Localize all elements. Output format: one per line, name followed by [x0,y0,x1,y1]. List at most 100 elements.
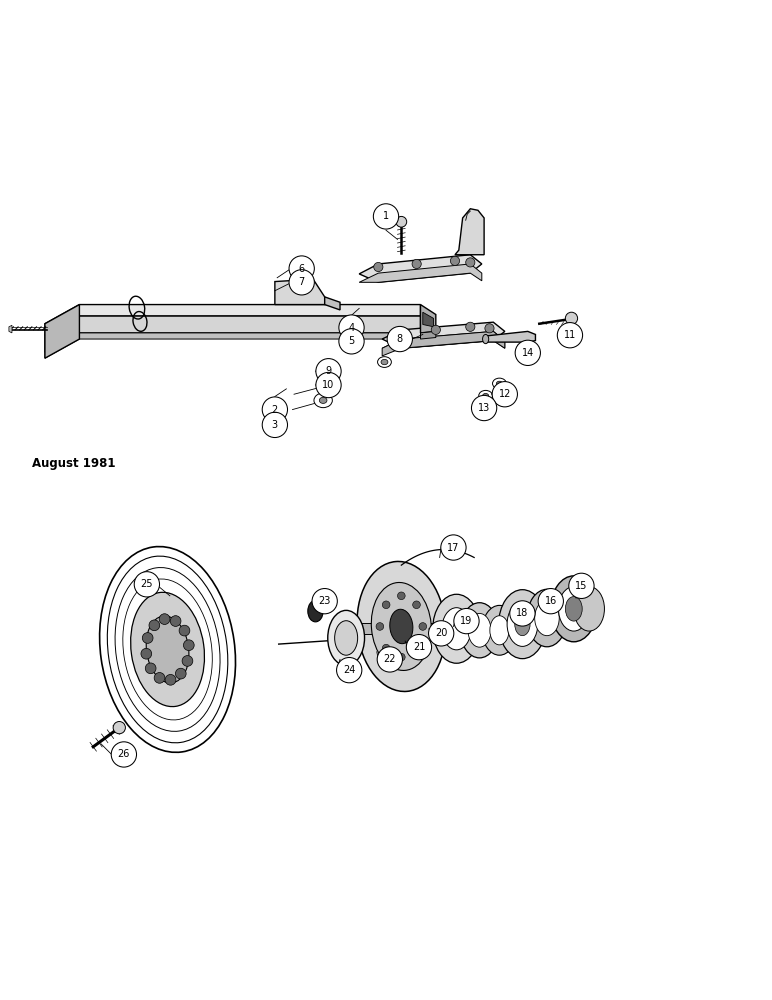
Circle shape [182,656,193,666]
Circle shape [339,315,364,340]
Text: 20: 20 [435,628,447,638]
Circle shape [569,573,594,598]
Polygon shape [357,623,445,634]
Text: 22: 22 [384,654,396,664]
Polygon shape [45,333,421,358]
Circle shape [406,635,432,660]
Text: 19: 19 [460,616,472,626]
Ellipse shape [482,334,489,344]
Circle shape [113,722,125,734]
Ellipse shape [565,597,582,621]
Circle shape [175,668,186,679]
Ellipse shape [320,397,327,403]
Circle shape [398,653,405,661]
Polygon shape [9,325,12,333]
Ellipse shape [558,587,589,631]
Circle shape [565,312,577,324]
Circle shape [376,623,384,630]
Polygon shape [421,305,436,333]
Circle shape [557,323,583,348]
Circle shape [316,359,341,384]
Ellipse shape [527,589,567,647]
Polygon shape [359,255,482,282]
Circle shape [454,608,479,634]
Polygon shape [423,312,434,327]
Polygon shape [275,279,325,305]
Text: 17: 17 [447,543,459,553]
Circle shape [165,674,176,685]
Polygon shape [325,297,340,310]
Circle shape [154,673,165,683]
Ellipse shape [308,600,323,622]
Ellipse shape [574,587,604,631]
Circle shape [450,256,459,265]
Circle shape [466,322,475,331]
Ellipse shape [482,393,489,398]
Text: 8: 8 [397,334,403,344]
Polygon shape [45,305,421,335]
Circle shape [398,592,405,600]
Text: 12: 12 [499,389,511,399]
Ellipse shape [468,613,491,647]
Circle shape [441,535,466,560]
Circle shape [145,663,156,674]
Circle shape [374,204,398,229]
Ellipse shape [482,605,516,655]
Circle shape [149,620,160,631]
Circle shape [387,326,412,352]
Text: 26: 26 [117,749,130,759]
Polygon shape [421,331,436,339]
Ellipse shape [107,556,228,743]
Circle shape [413,601,420,609]
Polygon shape [455,209,484,255]
Ellipse shape [323,382,330,388]
Text: 14: 14 [522,348,534,358]
Ellipse shape [100,547,235,752]
Circle shape [538,589,564,614]
Circle shape [472,395,496,421]
Circle shape [412,259,422,269]
Circle shape [316,372,341,398]
Polygon shape [45,305,80,358]
Circle shape [493,382,517,407]
Circle shape [510,601,535,626]
Text: August 1981: August 1981 [32,457,115,470]
Ellipse shape [314,393,333,408]
Circle shape [134,572,160,597]
Ellipse shape [381,359,388,365]
Text: 24: 24 [343,665,355,675]
Text: 10: 10 [323,380,334,390]
Ellipse shape [357,561,445,691]
Text: 18: 18 [516,608,529,618]
Text: 15: 15 [575,581,587,591]
Circle shape [289,256,314,281]
Circle shape [419,623,427,630]
Text: 5: 5 [348,336,354,346]
Text: 21: 21 [413,642,425,652]
Ellipse shape [507,602,538,646]
Circle shape [141,648,151,659]
Ellipse shape [378,357,391,367]
Polygon shape [382,322,505,348]
Ellipse shape [123,579,212,720]
Circle shape [382,644,390,652]
Ellipse shape [535,600,559,636]
Circle shape [339,329,364,354]
Circle shape [432,325,440,334]
Ellipse shape [493,378,506,389]
Ellipse shape [318,379,334,392]
Text: 16: 16 [545,596,557,606]
Text: 23: 23 [319,596,331,606]
Circle shape [184,640,195,651]
Circle shape [111,742,137,767]
Circle shape [515,340,540,365]
Circle shape [382,601,390,609]
Ellipse shape [479,390,493,401]
Ellipse shape [515,613,530,636]
Circle shape [428,621,454,646]
Text: 6: 6 [299,264,305,274]
Ellipse shape [328,610,364,666]
Circle shape [396,216,407,227]
Ellipse shape [334,621,357,655]
Circle shape [374,262,383,272]
